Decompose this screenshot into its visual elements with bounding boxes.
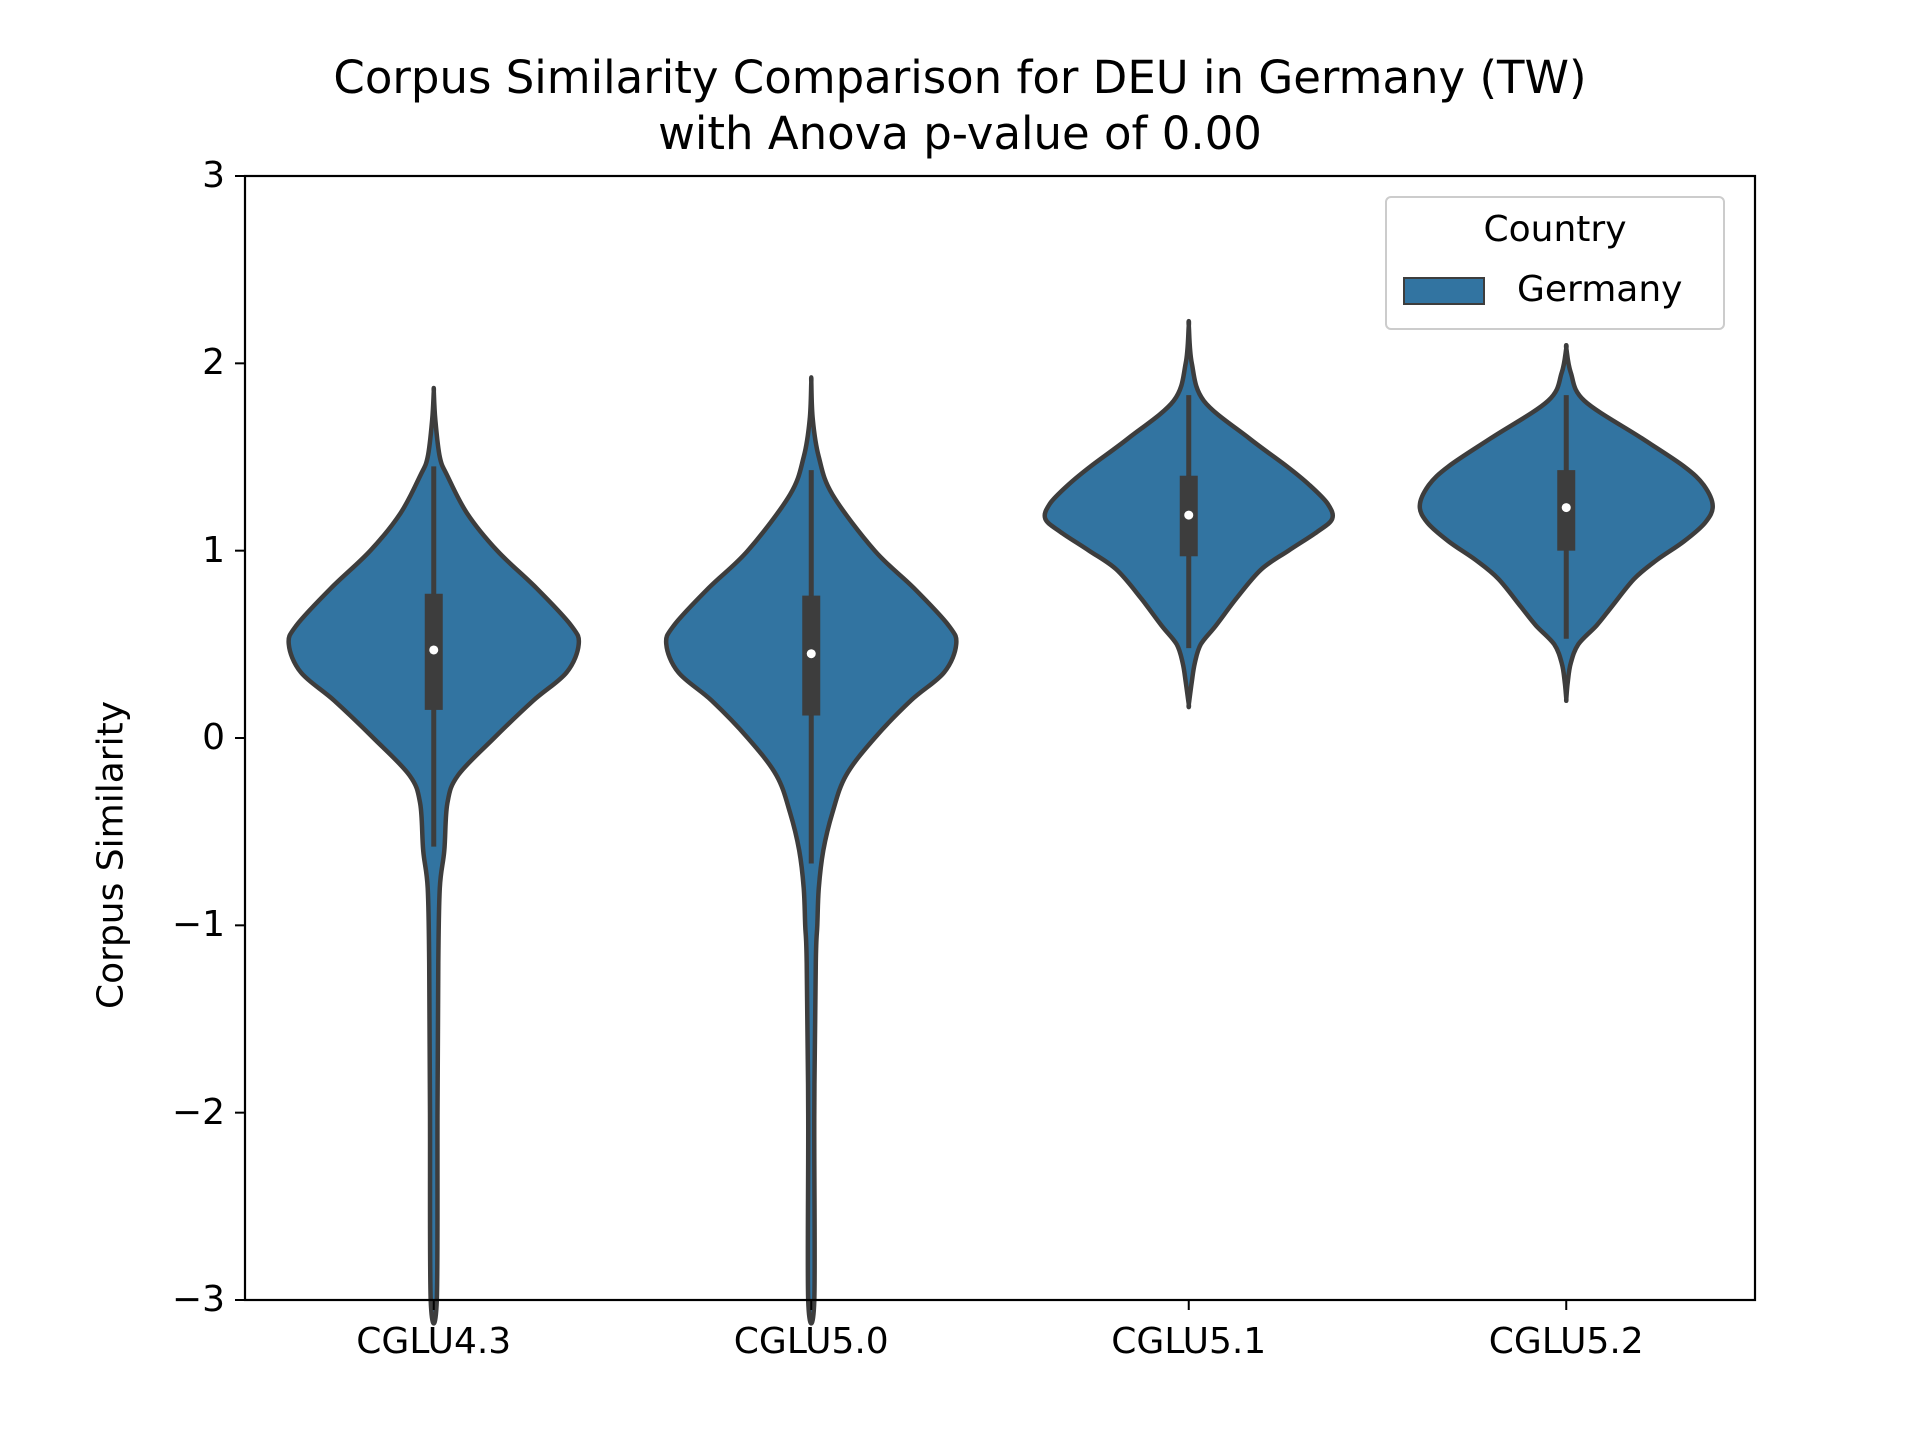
violins-layer bbox=[286, 318, 1715, 1326]
ticks-layer bbox=[235, 175, 1568, 1310]
chart-title-line-2: with Anova p-value of 0.00 bbox=[658, 107, 1262, 160]
y-tick-label: −3 bbox=[171, 1279, 225, 1320]
legend-label-germany: Germany bbox=[1517, 269, 1683, 310]
y-tick-label: 1 bbox=[202, 529, 225, 571]
y-tick-label: 0 bbox=[202, 717, 225, 758]
x-tick-label: CGLU5.1 bbox=[1111, 1321, 1267, 1362]
chart-title-line-1: Corpus Similarity Comparison for DEU in … bbox=[333, 51, 1587, 104]
violin-median-CGLU5.0 bbox=[806, 649, 816, 659]
x-tick-label: CGLU4.3 bbox=[356, 1321, 512, 1362]
x-tick-label: CGLU5.2 bbox=[1488, 1321, 1644, 1362]
y-tick-label: 3 bbox=[202, 155, 225, 196]
y-axis-label: Corpus Similarity bbox=[90, 700, 132, 1010]
legend: Country Germany bbox=[1385, 196, 1725, 330]
y-tick-label: −2 bbox=[171, 1091, 225, 1133]
x-tick-label: CGLU5.0 bbox=[733, 1321, 889, 1362]
axes-frame bbox=[243, 174, 1757, 1302]
legend-title: Country bbox=[1483, 209, 1627, 250]
y-tick-label: −1 bbox=[171, 904, 225, 946]
legend-swatch-germany bbox=[1403, 277, 1485, 305]
y-tick-label: 2 bbox=[202, 342, 225, 384]
violin-median-CGLU4.3 bbox=[429, 645, 439, 655]
violin-median-CGLU5.2 bbox=[1561, 503, 1571, 513]
violin-median-CGLU5.1 bbox=[1184, 510, 1194, 520]
